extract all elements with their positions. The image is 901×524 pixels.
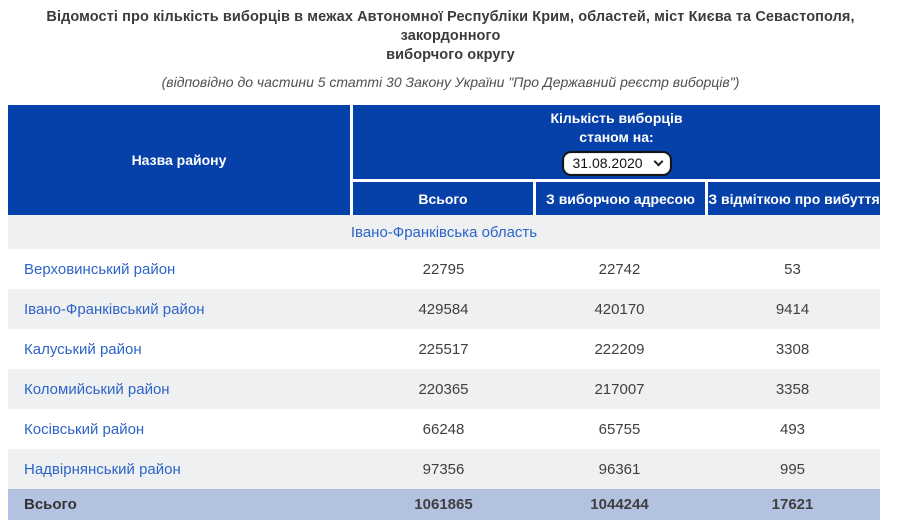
table-body: Івано-Франківська область Верховинський … xyxy=(8,215,880,520)
table-row: Косівський район 66248 65755 493 xyxy=(8,409,880,449)
cell-with-address: 217007 xyxy=(594,380,645,398)
total-row: Всього 1061865 1044244 17621 xyxy=(8,489,880,520)
cell-with-address: 420170 xyxy=(594,300,645,318)
total-cell-departed: 17621 xyxy=(771,496,814,513)
total-cell-with-address: 1044244 xyxy=(590,496,649,513)
column-header-voter-count: Кількість виборців станом на: 31.08.2020 xyxy=(353,105,880,179)
cell-with-address: 96361 xyxy=(598,460,641,478)
cell-total: 225517 xyxy=(418,340,469,358)
column-header-with-address: З виборчою адресою xyxy=(536,182,705,215)
total-cell-total: 1061865 xyxy=(414,496,473,513)
page-title-line-2: виборчого округу xyxy=(386,47,515,63)
cell-departed: 53 xyxy=(784,260,801,278)
voters-table: Назва району Кількість виборців станом н… xyxy=(8,105,880,520)
table-row: Івано-Франківський район 429584 420170 9… xyxy=(8,289,880,329)
district-link[interactable]: Івано-Франківський район xyxy=(24,300,205,318)
table-row: Калуський район 225517 222209 3308 xyxy=(8,329,880,369)
total-row-label: Всього xyxy=(24,496,77,513)
cell-with-address: 222209 xyxy=(594,340,645,358)
cell-total: 97356 xyxy=(422,460,465,478)
district-link[interactable]: Верховинський район xyxy=(24,260,176,278)
cell-with-address: 65755 xyxy=(598,420,641,438)
column-header-departed: З відміткою про вибуття xyxy=(708,182,880,215)
district-link[interactable]: Надвірнянський район xyxy=(24,460,181,478)
column-header-total: Всього xyxy=(353,182,533,215)
date-select[interactable]: 31.08.2020 xyxy=(561,150,672,176)
cell-total: 22795 xyxy=(422,260,465,278)
region-link[interactable]: Івано-Франківська область xyxy=(350,223,538,241)
region-group-row: Івано-Франківська область xyxy=(8,215,880,249)
table-row: Верховинський район 22795 22742 53 xyxy=(8,249,880,289)
table-subheader: Всього З виборчою адресою З відміткою пр… xyxy=(353,182,880,215)
voter-count-header-line-1: Кількість виборців xyxy=(550,109,683,126)
district-link[interactable]: Коломийський район xyxy=(24,380,170,398)
cell-departed: 493 xyxy=(779,420,806,438)
table-header-right: Кількість виборців станом на: 31.08.2020… xyxy=(353,105,880,215)
page-heading: Відомості про кількість виборців в межах… xyxy=(0,0,901,90)
cell-departed: 995 xyxy=(779,460,806,478)
district-link[interactable]: Косівський район xyxy=(24,420,145,438)
table-row: Надвірнянський район 97356 96361 995 xyxy=(8,449,880,489)
table-row: Коломийський район 220365 217007 3358 xyxy=(8,369,880,409)
page-title-line-1: Відомості про кількість виборців в межах… xyxy=(46,9,855,44)
cell-departed: 3308 xyxy=(775,340,810,358)
cell-departed: 3358 xyxy=(775,380,810,398)
cell-departed: 9414 xyxy=(775,300,810,318)
date-select-wrapper: 31.08.2020 xyxy=(561,150,672,176)
cell-total: 220365 xyxy=(418,380,469,398)
page-subtitle: (відповідно до частини 5 статті 30 Закон… xyxy=(161,74,740,90)
cell-with-address: 22742 xyxy=(598,260,641,278)
district-link[interactable]: Калуський район xyxy=(24,340,142,358)
cell-total: 66248 xyxy=(422,420,465,438)
table-header: Назва району Кількість виборців станом н… xyxy=(8,105,880,215)
cell-total: 429584 xyxy=(418,300,469,318)
column-header-district-name: Назва району xyxy=(8,105,350,215)
voter-count-header-line-2: станом на: xyxy=(579,128,654,145)
